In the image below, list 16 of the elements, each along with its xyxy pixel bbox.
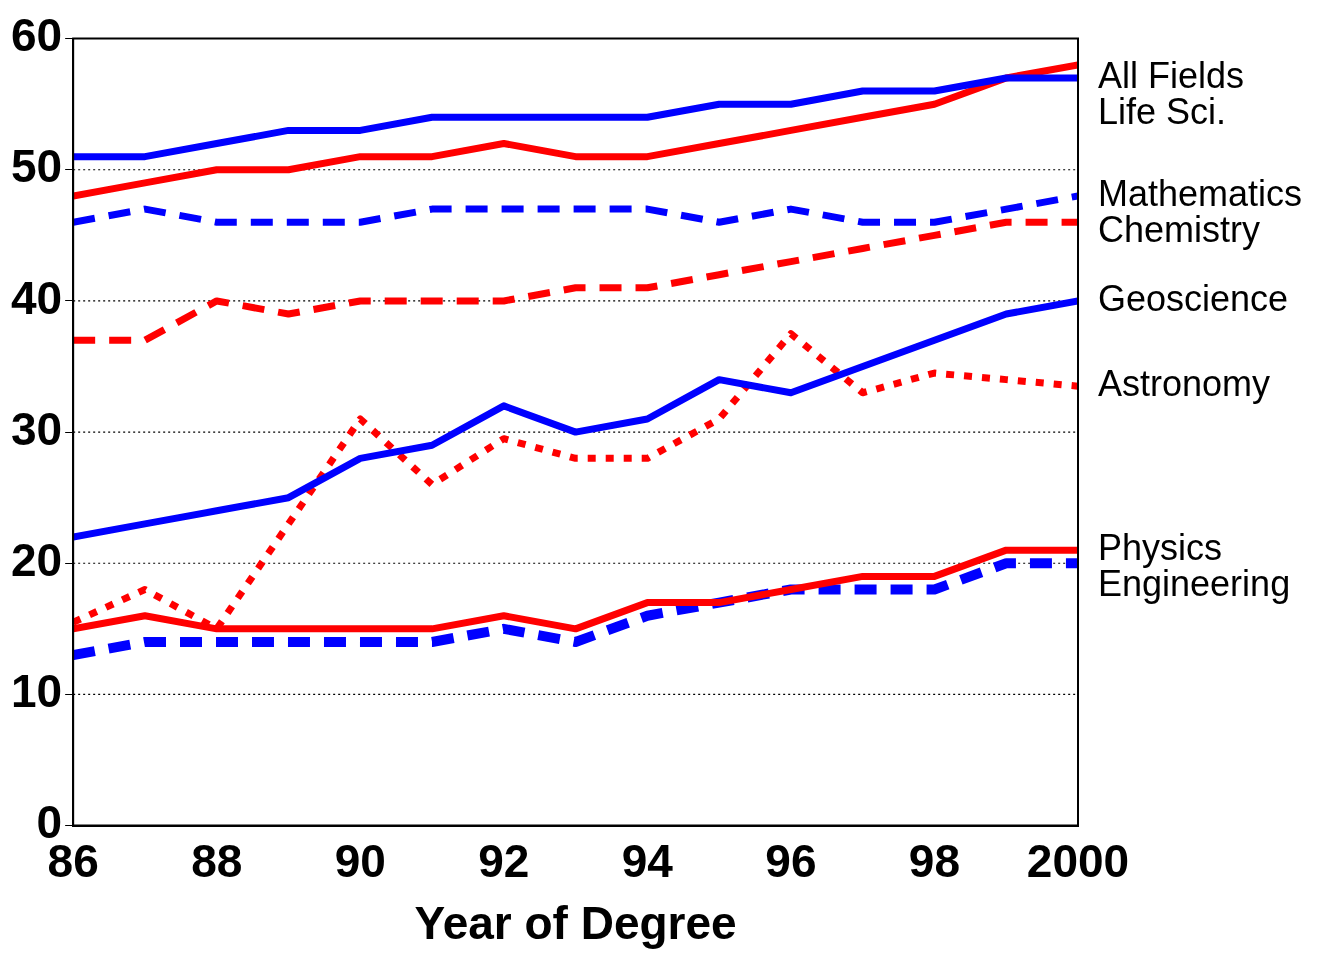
x-tick-label: 96 <box>765 834 817 887</box>
y-tick-label: 10 <box>10 665 63 718</box>
y-tick-label: 60 <box>10 9 63 62</box>
y-tick-label: 20 <box>10 533 63 586</box>
x-tick-label: 98 <box>908 834 961 887</box>
y-tick-label: 30 <box>10 402 63 455</box>
series-label: Astronomy <box>1098 363 1271 405</box>
x-tick-label: 94 <box>621 834 674 887</box>
x-tick-label: 88 <box>191 834 243 887</box>
x-tick-label: 2000 <box>1026 834 1130 887</box>
y-tick-label: 50 <box>10 140 63 193</box>
y-tick-label: 40 <box>10 271 63 324</box>
series-label: Geoscience <box>1098 277 1289 319</box>
x-tick-label: 90 <box>334 834 386 887</box>
x-tick-label: 92 <box>478 834 530 887</box>
x-axis-title: Year of Degree <box>414 897 737 950</box>
